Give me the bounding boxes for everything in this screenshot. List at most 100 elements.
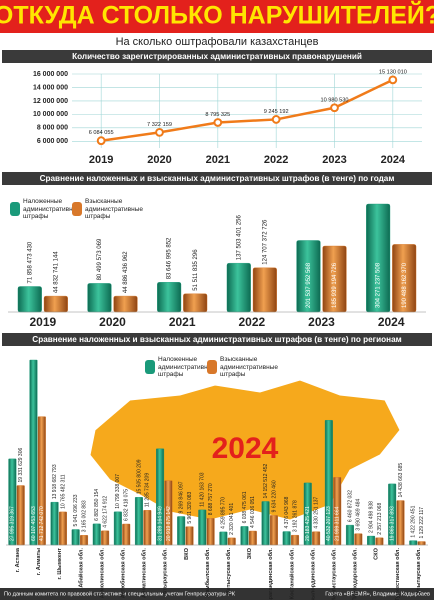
y-tick-label: 16 000 000 <box>33 71 68 78</box>
data-label: 13 918 682 793 <box>52 464 58 499</box>
bar <box>219 531 228 546</box>
data-label: 4 546 036 051 <box>250 496 256 528</box>
data-label: 4 259 895 770 <box>221 497 227 529</box>
x-tick-label: Жетысуская обл. <box>225 548 232 597</box>
bar <box>71 529 80 546</box>
data-label: 8 688 757 270 <box>208 483 214 515</box>
bar <box>177 516 186 546</box>
bar <box>58 511 67 546</box>
x-tick-label: 2019 <box>89 154 113 166</box>
data-label: 83 646 995 852 <box>167 237 173 279</box>
x-tick-label: 2022 <box>264 154 288 166</box>
bar <box>240 526 249 546</box>
bar <box>227 537 236 546</box>
data-label: 6 460 872 032 <box>347 490 353 522</box>
data-label: 4 330 251 137 <box>313 496 319 528</box>
data-label: 3 165 002 883 <box>81 500 87 532</box>
x-tick-label: Акмолинская обл. <box>98 548 105 599</box>
footer-credit: Газета «ВРЕМЯ», Владимир Кадырбаев <box>325 591 430 597</box>
data-label: 2 904 498 938 <box>368 501 374 533</box>
bar <box>143 510 152 546</box>
line <box>100 78 394 142</box>
data-label: 2 320 041 401 <box>229 503 235 535</box>
x-tick-label: Актюбинская обл. <box>120 548 127 599</box>
bar <box>282 531 291 546</box>
x-tick-label: 2023 <box>308 315 335 329</box>
data-label: 31 289 164 949 <box>157 506 163 541</box>
x-tick-label: Туркестанская обл. <box>394 548 401 600</box>
legend-item: Наложенные административные штрафы <box>10 198 81 221</box>
data-label: 14 438 663 685 <box>398 463 404 498</box>
legend-label: Наложенные административные штрафы <box>158 356 216 378</box>
point <box>271 115 281 124</box>
data-label: 4 376 043 968 <box>284 496 290 528</box>
bar <box>122 523 131 546</box>
bar <box>113 295 138 313</box>
data-label: 15 505 800 209 <box>136 459 142 494</box>
x-tick-label: 2024 <box>381 154 406 166</box>
data-label: 15 130 010 <box>379 69 407 75</box>
bar <box>198 509 207 546</box>
bar <box>226 262 251 313</box>
x-tick-label: ЗКО <box>247 547 253 559</box>
data-label: 3 192 261 878 <box>292 500 298 532</box>
data-label: 44 832 741 144 <box>53 251 59 293</box>
x-tick-label: СКО <box>374 547 380 559</box>
bar <box>157 282 182 313</box>
y-tick-label: 12 000 000 <box>33 98 68 105</box>
data-label: 7 322 159 <box>147 122 172 128</box>
data-label: 1 129 222 117 <box>419 507 425 539</box>
data-label: 185 939 194 726 <box>332 262 338 308</box>
data-label: 190 488 162 370 <box>402 262 408 308</box>
x-tick-label: г. Шымкент <box>57 548 63 580</box>
bar <box>185 526 194 546</box>
data-label: 27 995 319 367 <box>10 506 16 541</box>
legend-item: Взысканные административные штрафы <box>72 198 143 221</box>
bar <box>345 524 354 546</box>
legend-item: Взысканные административные штрафы <box>207 356 278 379</box>
data-label: 20 183 425 421 <box>305 506 311 541</box>
bar <box>417 541 426 546</box>
data-label: 41 712 742 070 <box>39 506 45 541</box>
data-label: 124 707 372 726 <box>262 219 268 265</box>
data-label: 40 532 207 123 <box>326 506 332 541</box>
x-tick-label: Атырауская обл. <box>162 548 169 595</box>
legend-label: Взысканные административные штрафы <box>220 356 278 378</box>
bar <box>252 267 277 313</box>
data-label: 137 503 401 256 <box>236 214 242 260</box>
y-tick-label: 8 000 000 <box>37 125 68 132</box>
bar <box>261 501 270 546</box>
title-band <box>0 0 434 33</box>
data-label: 201 537 952 568 <box>306 262 312 308</box>
x-tick-label: 2024 <box>378 315 405 329</box>
legend-item: Наложенные административные штрафы <box>145 356 216 379</box>
data-label: 5 961 320 083 <box>187 491 193 523</box>
point <box>330 103 339 113</box>
data-label: 19 865 317 893 <box>390 506 396 541</box>
legend-swatch <box>10 202 20 217</box>
legend-swatch <box>207 360 217 375</box>
bar <box>113 511 122 546</box>
y-tick-label: 6 000 000 <box>37 138 68 145</box>
data-label: 1 422 290 451 <box>411 505 417 537</box>
x-tick-label: г. Алматы <box>36 548 42 575</box>
data-label: 80 499 573 069 <box>97 238 103 280</box>
bar <box>50 501 59 546</box>
x-tick-label: Жамбылская обл. <box>204 548 211 599</box>
data-label: 19 331 629 306 <box>18 448 24 483</box>
data-label: 11 420 163 703 <box>200 472 206 507</box>
footer-source: По данным комитета по правовой статистик… <box>4 590 236 597</box>
section-band <box>2 50 432 63</box>
bar <box>312 531 321 546</box>
legend-label: Наложенные административные штрафы <box>23 198 81 220</box>
x-tick-label: 2023 <box>322 154 346 166</box>
data-label: 6 084 055 <box>89 130 114 136</box>
data-label: 60 107 453 653 <box>31 506 37 541</box>
data-label: 20 919 875 142 <box>166 506 172 541</box>
bar <box>43 295 68 313</box>
y-tick-label: 14 000 000 <box>33 84 68 91</box>
legend-swatch <box>145 360 155 375</box>
legend-label: Взысканные административные штрафы <box>85 198 143 220</box>
